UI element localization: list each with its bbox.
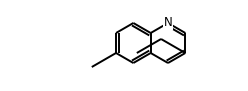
Text: N: N	[164, 16, 172, 29]
